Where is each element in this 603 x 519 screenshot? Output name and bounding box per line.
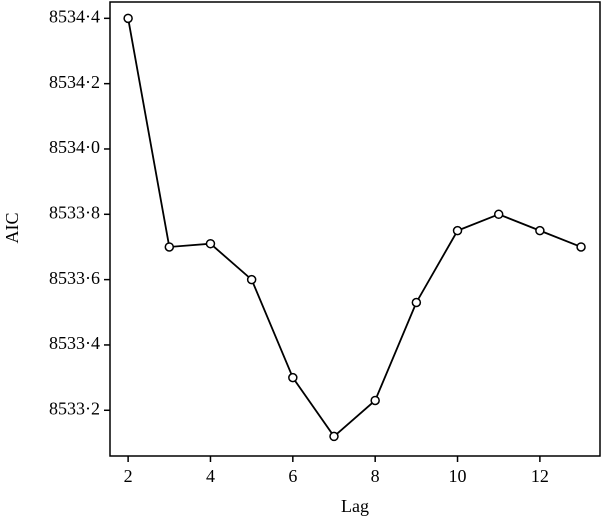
y-tick-label: 8533·4	[49, 333, 100, 353]
y-axis-label: AIC	[2, 213, 22, 244]
x-tick-label: 4	[206, 466, 215, 486]
data-point	[411, 297, 422, 308]
y-tick-label: 8534·2	[49, 72, 100, 92]
x-tick-label: 12	[531, 466, 549, 486]
data-point	[329, 431, 339, 442]
data-point	[164, 242, 175, 252]
x-axis-label: Lag	[341, 496, 369, 516]
x-tick-label: 10	[449, 466, 467, 486]
data-point	[576, 242, 586, 252]
y-tick-label: 8533·2	[49, 398, 100, 418]
x-tick-label: 8	[371, 466, 380, 486]
data-point	[370, 395, 380, 406]
y-tick-label: 8534·0	[49, 137, 100, 157]
data-point	[205, 238, 216, 249]
data-line	[127, 18, 582, 438]
data-point	[123, 13, 133, 24]
data-point	[493, 209, 504, 220]
y-tick-label: 8533·8	[49, 202, 100, 222]
data-point	[535, 225, 545, 236]
plot-frame	[109, 1, 601, 457]
data-point	[288, 372, 298, 383]
data-point	[246, 274, 257, 285]
y-tick-label: 8534·4	[49, 6, 100, 26]
x-tick-label: 6	[288, 466, 297, 486]
x-tick-label: 2	[124, 466, 133, 486]
y-tick-label: 8533·6	[49, 268, 100, 288]
data-point	[452, 225, 463, 236]
